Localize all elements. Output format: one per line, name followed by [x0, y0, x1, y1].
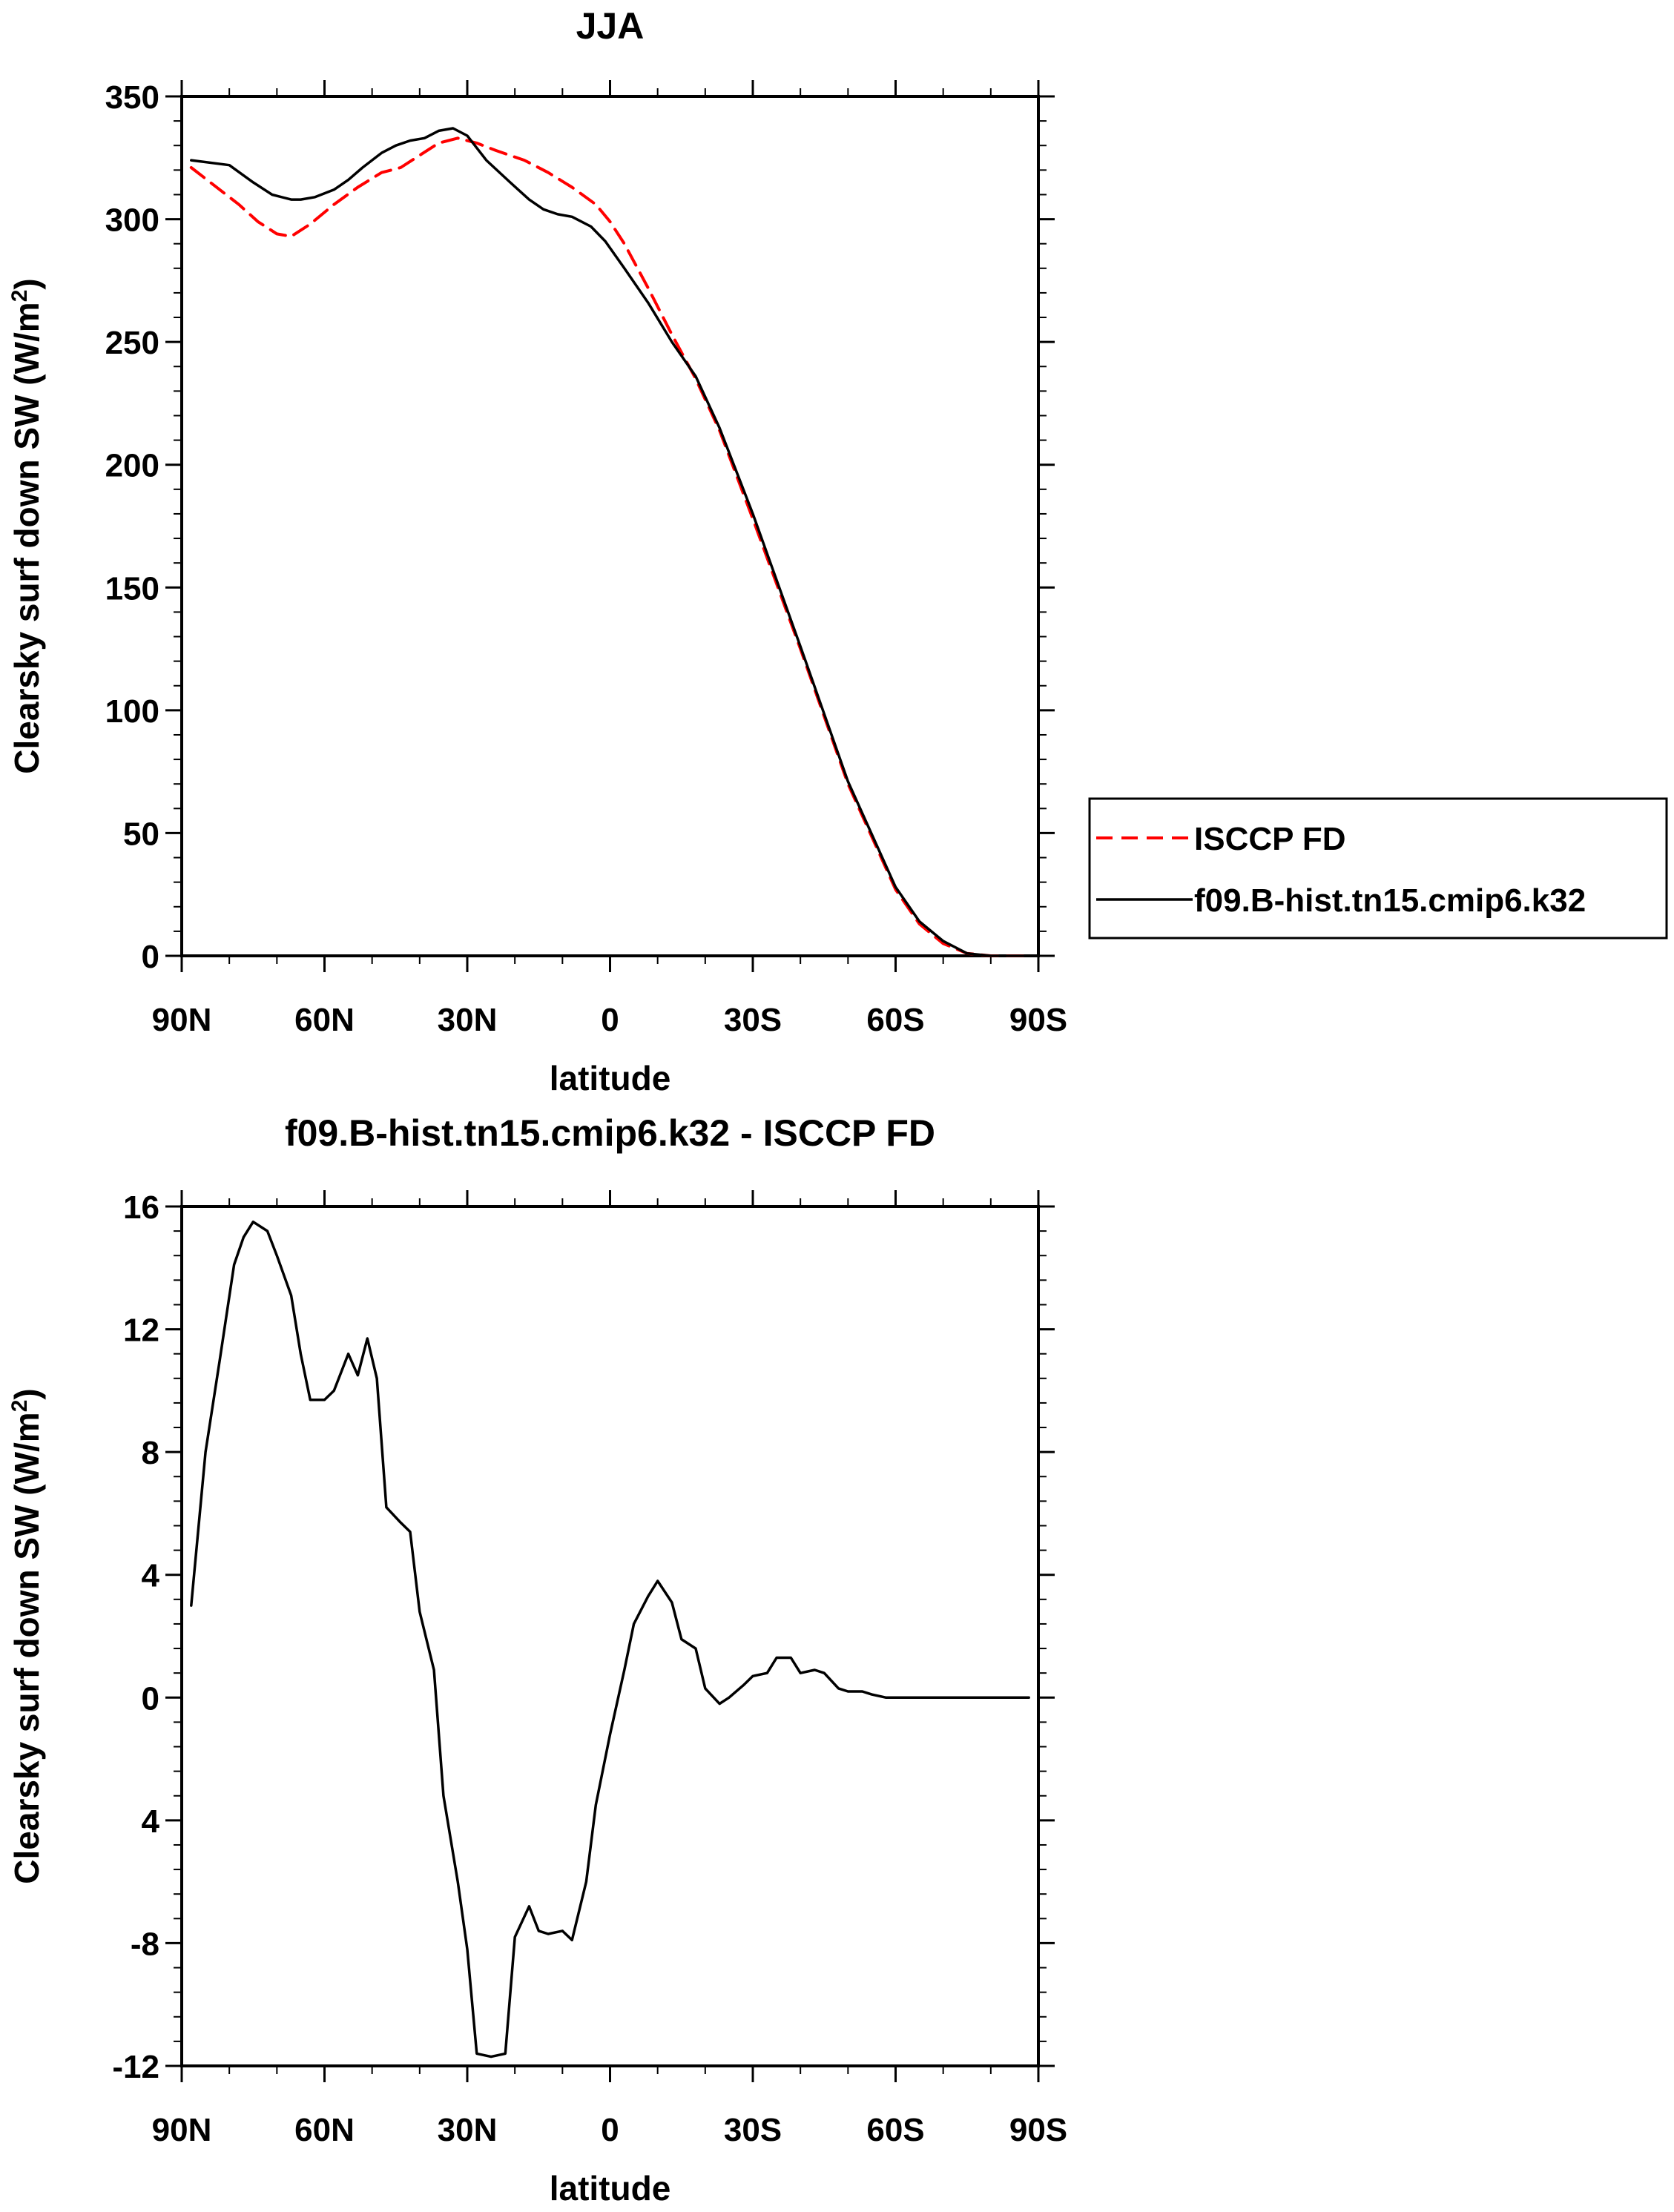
legend-label: f09.B-hist.tn15.cmip6.k32 — [1194, 882, 1586, 919]
legend-label: ISCCP FD — [1194, 821, 1346, 857]
x-tick-label: 60N — [294, 2112, 355, 2148]
x-tick-label: 90N — [152, 2112, 212, 2148]
legend-box — [1088, 797, 1668, 940]
x-tick-label: 30N — [438, 1002, 498, 1038]
x-tick-label: 30S — [724, 2112, 782, 2148]
chart-panel-1: JJA 0 50 100 150 200 250 300 350 90N 60N 30N 0 30S 60S… — [7, 5, 1668, 1097]
plot-frame — [180, 95, 1040, 957]
y-tick-label: 12 — [123, 1313, 159, 1349]
x-axis-label: latitude — [550, 1059, 671, 1097]
y-axis-label: Clearsky surf down SW (W/m2) — [7, 278, 47, 773]
y-tick-label: 200 — [105, 448, 159, 484]
y-tick-label: 16 — [123, 1189, 159, 1226]
x-tick-label: 0 — [601, 1002, 619, 1038]
y-tick-label: -8 — [131, 1926, 159, 1962]
series-line-difference — [190, 1220, 1030, 2059]
x-tick-label: 90N — [152, 1002, 212, 1038]
chart-title: JJA — [576, 5, 645, 47]
y-tick-label: -12 — [112, 2049, 159, 2085]
x-tick-label: 30N — [438, 2112, 498, 2148]
y-tick-label: 350 — [105, 79, 159, 116]
y-tick-label: 0 — [142, 1680, 159, 1717]
series-line-f09-b-hist-tn15-cmip6-k32 — [190, 127, 1030, 957]
y-tick-label: 250 — [105, 325, 159, 361]
y-axis-label: Clearsky surf down SW (W/m2) — [7, 1388, 47, 1883]
y-tick-label: 150 — [105, 570, 159, 607]
x-tick-label: 90S — [1009, 2112, 1067, 2148]
y-tick-label: 8 — [142, 1435, 159, 1471]
legend: ISCCP FD f09.B-hist.tn15.cmip6.k32 — [1088, 797, 1668, 940]
plot-frame — [180, 1205, 1040, 2067]
y-tick-label: 4 — [142, 1558, 160, 1594]
x-tick-label: 0 — [601, 2112, 619, 2148]
y-tick-label: 300 — [105, 202, 159, 239]
series-line-isccp-fd — [189, 136, 1031, 957]
y-tick-label: 50 — [123, 816, 159, 852]
y-tick-label: 0 — [142, 939, 159, 975]
x-tick-label: 90S — [1009, 1002, 1067, 1038]
chart-title: f09.B-hist.tn15.cmip6.k32 - ISCCP FD — [285, 1112, 935, 1154]
y-tick-label: 4 — [142, 1803, 160, 1840]
x-tick-label: 60N — [294, 1002, 355, 1038]
x-tick-label: 30S — [724, 1002, 782, 1038]
x-tick-label: 60S — [866, 2112, 924, 2148]
chart-panel-2: f09.B-hist.tn15.cmip6.k32 - ISCCP FD -12 -… — [7, 1112, 1068, 2208]
x-axis-label: latitude — [550, 2169, 671, 2208]
y-tick-label: 100 — [105, 693, 159, 730]
x-tick-label: 60S — [866, 1002, 924, 1038]
